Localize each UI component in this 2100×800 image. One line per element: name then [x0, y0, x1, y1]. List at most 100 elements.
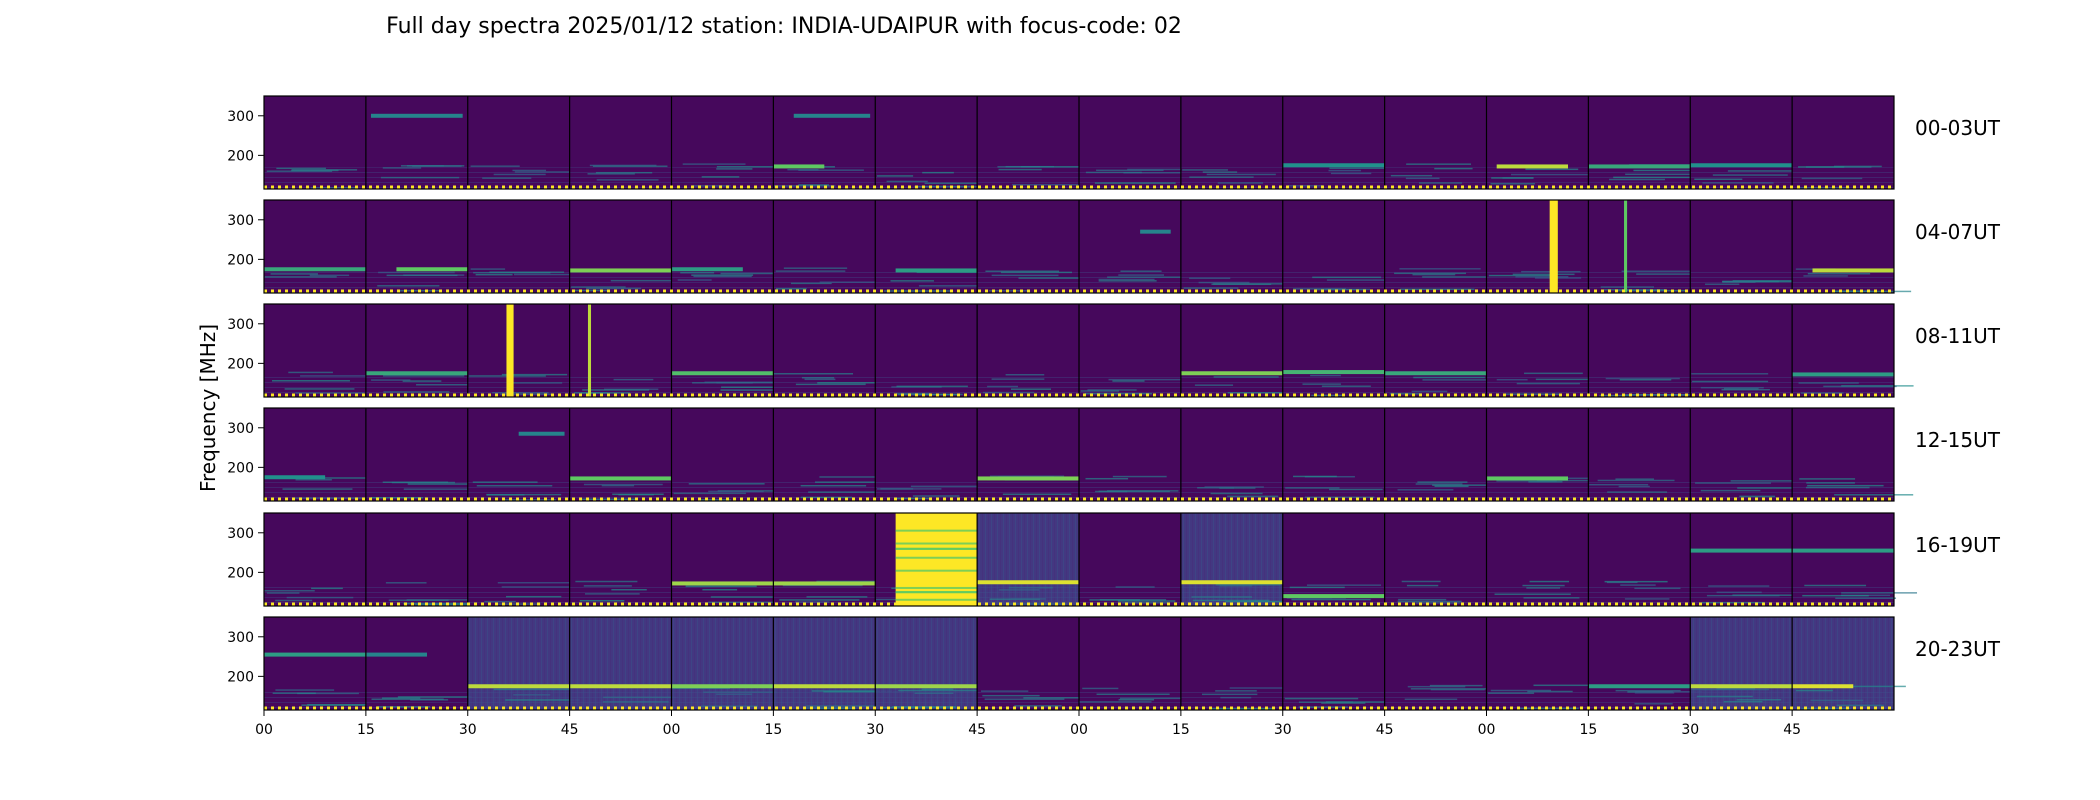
interference-band: [773, 688, 876, 710]
noise-line: [896, 385, 968, 388]
emission-line: [671, 581, 774, 586]
noise-line: [1696, 695, 1753, 698]
noise-line: [275, 689, 335, 691]
noise-line: [876, 175, 914, 177]
noise-line: [1823, 385, 1897, 388]
noise-line: [716, 693, 753, 696]
noise-line: [1328, 169, 1361, 172]
noise-line: [1432, 484, 1506, 486]
noise-line: [1634, 703, 1673, 705]
noise-line: [1810, 699, 1864, 702]
noise-line: [1120, 697, 1197, 700]
noise-line: [1528, 481, 1563, 483]
noise-line: [1490, 182, 1535, 185]
noise-line: [1121, 602, 1168, 604]
noise-line: [983, 391, 1035, 394]
noise-line: [571, 289, 608, 292]
noise-line: [1630, 394, 1706, 396]
emission-line: [875, 684, 978, 689]
noise-line: [1098, 280, 1157, 282]
noise-line: [1722, 281, 1756, 283]
noise-line: [924, 182, 984, 185]
noise-line: [795, 601, 830, 603]
noise-line: [1194, 384, 1234, 386]
spectra-row: 200 300 12-15UT: [227, 407, 2001, 502]
row-frame: [263, 199, 1895, 294]
emission-line: [1792, 684, 1854, 689]
noise-line: [1613, 176, 1693, 179]
noise-line: [1005, 373, 1045, 376]
y-tick-label: 200: [227, 148, 254, 164]
interference-band: [365, 271, 468, 293]
noise-line: [1087, 389, 1137, 391]
emission-line: [1384, 371, 1487, 376]
noise-line: [991, 274, 1059, 277]
noise-line: [1833, 165, 1882, 168]
noise-line: [693, 275, 752, 278]
emission-line: [977, 580, 1079, 585]
emission-line: [264, 652, 366, 657]
noise-line: [800, 496, 853, 499]
noise-line: [1407, 685, 1466, 688]
noise-line: [1691, 373, 1769, 375]
noise-line: [1422, 276, 1499, 278]
noise-line: [1712, 174, 1788, 176]
noise-line: [982, 694, 1040, 697]
noise-line: [1227, 495, 1279, 498]
noise-line: [506, 595, 562, 598]
interference-band: [365, 584, 468, 606]
noise-line: [1723, 388, 1759, 390]
y-tick-label: 300: [227, 109, 254, 125]
noise-line: [1434, 485, 1469, 488]
noise-line: [1018, 277, 1081, 279]
noise-line: [1490, 689, 1552, 692]
emission-line: [1588, 684, 1691, 689]
row-time-label: 00-03UT: [1915, 116, 2001, 140]
noise-line: [1192, 599, 1270, 602]
noise-line: [1510, 173, 1593, 176]
noise-line: [1201, 693, 1258, 696]
noise-line: [1289, 586, 1345, 589]
noise-line: [406, 599, 476, 601]
noise-line: [987, 385, 1019, 388]
emission-line: [773, 164, 825, 169]
noise-line: [1721, 388, 1770, 391]
x-axis: 00 15 30 45 00 15 30 45 00 15 30 45 00 15 30 45: [255, 710, 1801, 738]
x-tick-label: 30: [866, 722, 884, 738]
interference-band: [467, 375, 570, 397]
noise-line: [1085, 477, 1129, 480]
noise-line: [1515, 276, 1569, 278]
noise-line: [1191, 596, 1253, 598]
noise-line: [476, 485, 553, 487]
noise-line: [1411, 390, 1448, 393]
noise-line: [798, 169, 864, 171]
x-tick-label: 30: [1681, 722, 1699, 738]
noise-line: [1398, 598, 1447, 601]
emission-line: [467, 684, 570, 689]
noise-line: [1401, 580, 1441, 583]
noise-line: [910, 485, 984, 488]
noise-line: [1533, 684, 1589, 687]
noise-line: [596, 179, 659, 181]
noise-line: [1099, 599, 1167, 601]
spectra-row: 200 300 04-07UT: [227, 199, 2001, 294]
noise-line: [811, 690, 893, 692]
x-tick-label: 15: [1579, 722, 1597, 738]
noise-line: [1413, 376, 1485, 379]
emission-line: [1486, 476, 1568, 481]
noise-line: [700, 705, 758, 707]
interference-band: [1588, 375, 1691, 397]
noise-line: [1730, 480, 1797, 482]
noise-line: [1302, 383, 1341, 385]
noise-line: [276, 167, 326, 170]
noise-line: [1837, 685, 1906, 688]
noise-line: [612, 493, 664, 496]
emission-line: [370, 113, 463, 118]
emission-line: [1282, 594, 1385, 599]
noise-line: [1796, 689, 1833, 692]
noise-line: [501, 586, 570, 588]
noise-line: [1417, 481, 1468, 483]
noise-line: [980, 690, 1029, 692]
noise-line: [371, 698, 444, 700]
